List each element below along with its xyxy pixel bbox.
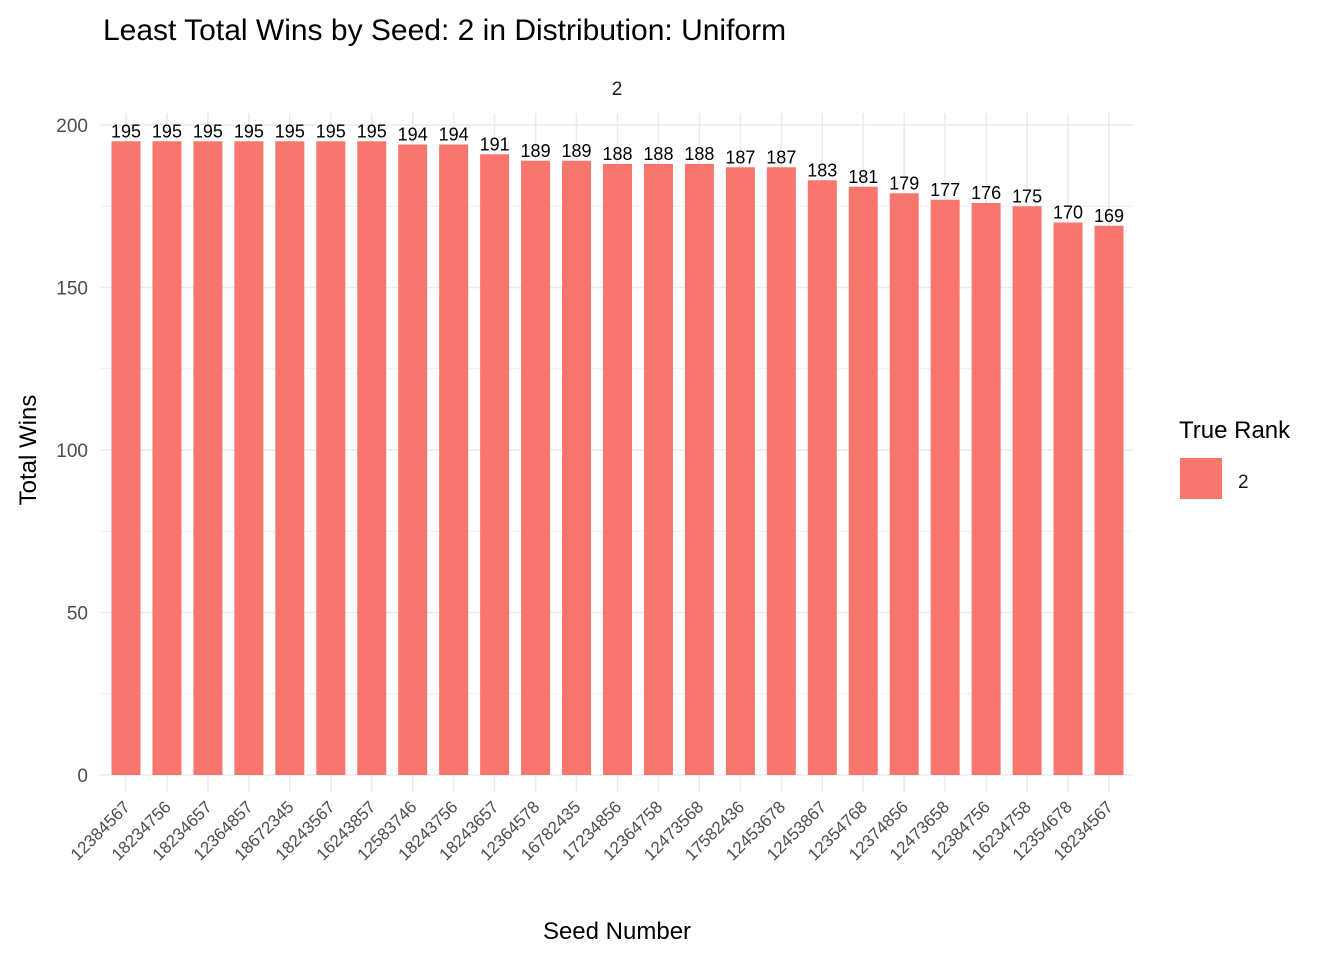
facet-strip-label: 2: [612, 79, 623, 100]
data-labels: 195 195 195 195 195 195 195 194 194 191 189 189 188 1…: [111, 121, 1124, 226]
bar-value-label: 188: [684, 144, 714, 164]
bar-value-label: 187: [766, 147, 796, 167]
bar: [1012, 206, 1042, 775]
bar: [971, 203, 1001, 775]
bar-value-label: 188: [602, 144, 632, 164]
bar: [1094, 225, 1124, 775]
bar-value-label: 195: [316, 121, 346, 141]
bar-value-label: 195: [152, 121, 182, 141]
y-tick-label: 150: [56, 279, 88, 300]
bar: [193, 141, 223, 775]
x-axis-title: Seed Number: [543, 918, 691, 945]
y-axis-title: Total Wins: [15, 395, 42, 506]
bar: [439, 144, 469, 775]
bar: [234, 141, 264, 775]
bar: [766, 167, 796, 775]
bar: [398, 144, 428, 775]
bar-value-label: 191: [480, 134, 510, 154]
bar: [930, 199, 960, 775]
bar: [521, 160, 551, 775]
bar-value-label: 189: [521, 141, 551, 161]
bar: [684, 164, 714, 775]
bar-value-label: 175: [1012, 186, 1042, 206]
bar-value-label: 187: [725, 147, 755, 167]
legend-label: 2: [1238, 472, 1249, 493]
bar: [643, 164, 673, 775]
bar: [848, 186, 878, 775]
chart-title: Least Total Wins by Seed: 2 in Distribut…: [103, 14, 786, 47]
bar-value-label: 195: [234, 121, 264, 141]
bar-value-label: 195: [193, 121, 223, 141]
bars: [111, 141, 1124, 775]
bar: [480, 154, 510, 775]
bar: [316, 141, 346, 775]
bar: [275, 141, 305, 775]
y-tick-label: 50: [67, 604, 88, 625]
y-tick-label: 0: [77, 766, 88, 787]
bar-value-label: 176: [971, 183, 1001, 203]
bar-value-label: 194: [439, 125, 469, 145]
legend: True Rank 2: [1179, 417, 1291, 499]
bar-value-label: 169: [1094, 206, 1124, 226]
bar-value-label: 181: [848, 167, 878, 187]
bar-value-label: 188: [643, 144, 673, 164]
y-tick-label: 200: [56, 116, 88, 137]
bar-value-label: 177: [930, 180, 960, 200]
bar-value-label: 179: [889, 173, 919, 193]
bar: [152, 141, 182, 775]
bar: [357, 141, 387, 775]
bar: [111, 141, 141, 775]
bar: [807, 180, 837, 775]
bar-value-label: 195: [111, 121, 141, 141]
bar: [1053, 222, 1083, 775]
y-axis-ticks: 0 50 100 150 200: [56, 116, 88, 787]
bar: [889, 193, 919, 775]
bar-value-label: 170: [1053, 203, 1083, 223]
bar-value-label: 183: [807, 160, 837, 180]
bar: [562, 160, 592, 775]
bar-value-label: 195: [275, 121, 305, 141]
bar-value-label: 194: [398, 125, 428, 145]
bar-value-label: 189: [562, 141, 592, 161]
y-tick-label: 100: [56, 441, 88, 462]
legend-title: True Rank: [1179, 417, 1291, 444]
x-axis-ticks: 1238456718234756182346571236485718672345…: [67, 797, 1117, 864]
bar: [603, 164, 632, 775]
bar: [725, 167, 755, 775]
bar-value-label: 195: [357, 121, 387, 141]
legend-key: [1180, 458, 1222, 499]
